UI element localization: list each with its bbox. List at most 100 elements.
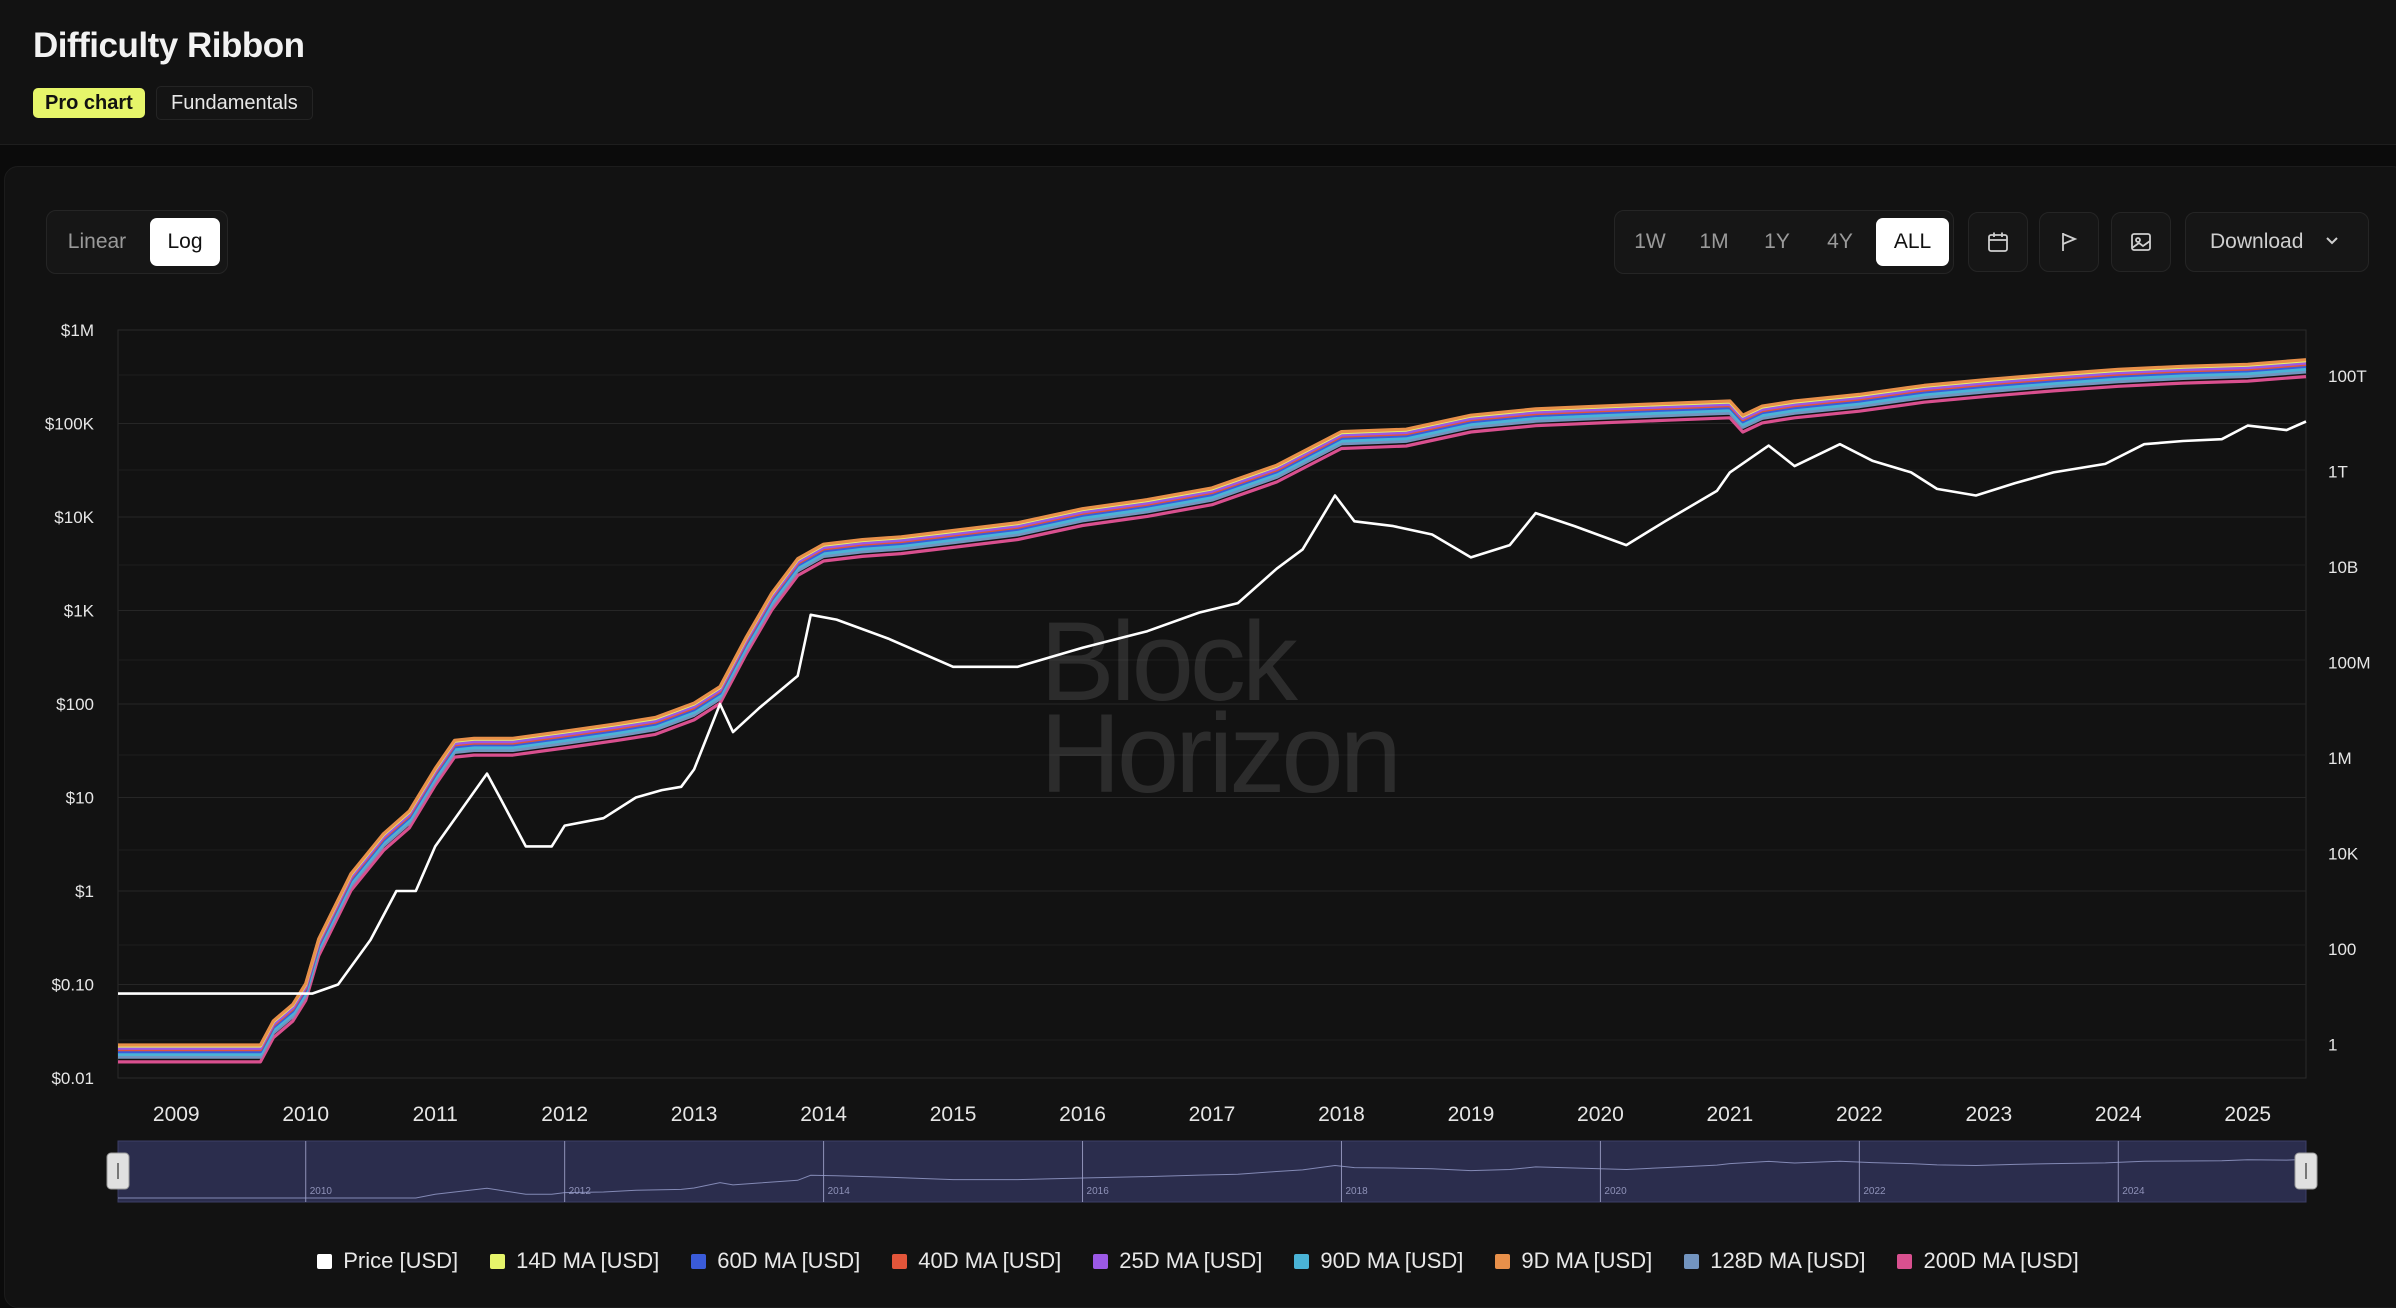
left-axis-tick-label: $1 — [75, 882, 94, 901]
navigator-tick-label: 2018 — [1345, 1186, 1368, 1197]
x-axis-tick-label: 2014 — [800, 1103, 847, 1126]
ribbon-line-128d — [118, 370, 2307, 1059]
right-axis-tick-label: 100 — [2328, 940, 2356, 959]
navigator-line — [118, 1158, 2307, 1199]
chart-legend: Price [USD] 14D MA [USD] 60D MA [USD] 40D M… — [0, 1248, 2396, 1274]
right-axis-tick-label: 10B — [2328, 558, 2358, 577]
legend-swatch — [1495, 1254, 1511, 1269]
x-axis-tick-label: 2019 — [1448, 1103, 1495, 1126]
left-axis-tick-label: $100K — [45, 415, 95, 434]
legend-swatch — [892, 1254, 908, 1269]
navigator-tick-label: 2020 — [1604, 1186, 1627, 1197]
scale-log-button[interactable]: Log — [150, 218, 220, 266]
left-axis-tick-label: $0.10 — [51, 976, 94, 995]
right-axis-tick-label: 10K — [2328, 845, 2359, 864]
chevron-down-icon — [2326, 237, 2338, 245]
navigator-tick-label: 2012 — [569, 1186, 592, 1197]
range-all-button[interactable]: ALL — [1876, 218, 1949, 266]
range-navigator — [117, 1140, 2307, 1203]
left-axis-tick-label: $10K — [54, 508, 94, 527]
navigator-tick-label: 2022 — [1863, 1186, 1886, 1197]
chart-panel — [4, 166, 2396, 1308]
range-4y-button[interactable]: 4Y — [1827, 230, 1853, 253]
legend-item[interactable]: 60D MA [USD] — [691, 1248, 860, 1274]
right-axis-tick-label: 1T — [2328, 463, 2348, 482]
ribbon-line-25d — [118, 361, 2307, 1050]
x-axis-tick-label: 2020 — [1577, 1103, 1624, 1126]
x-axis-tick-label: 2017 — [1189, 1103, 1236, 1126]
legend-swatch — [317, 1254, 333, 1269]
ribbon-line-90d — [118, 367, 2307, 1056]
x-axis-tick-label: 2009 — [153, 1103, 200, 1126]
pro-chart-tag: Pro chart — [33, 88, 145, 118]
x-axis-tick-label: 2015 — [930, 1103, 977, 1126]
scale-linear-button[interactable]: Linear — [67, 230, 127, 253]
legend-label: 60D MA [USD] — [717, 1248, 861, 1273]
x-axis-tick-label: 2013 — [671, 1103, 718, 1126]
flag-button[interactable] — [2039, 212, 2099, 272]
left-axis-tick-label: $1K — [64, 602, 95, 621]
range-1m-button[interactable]: 1M — [1699, 230, 1729, 253]
legend-swatch — [691, 1254, 707, 1269]
image-download-button[interactable] — [2111, 212, 2171, 272]
right-axis-tick-label: 100M — [2328, 654, 2371, 673]
legend-item[interactable]: 128D MA [USD] — [1684, 1248, 1865, 1274]
x-axis-tick-label: 2018 — [1318, 1103, 1365, 1126]
legend-item[interactable]: 25D MA [USD] — [1093, 1248, 1262, 1274]
ribbon-line-9d — [118, 358, 2307, 1047]
legend-item[interactable]: 40D MA [USD] — [892, 1248, 1061, 1274]
legend-label: 128D MA [USD] — [1710, 1248, 1866, 1273]
x-axis-tick-label: 2024 — [2095, 1103, 2142, 1126]
fundamentals-tag[interactable]: Fundamentals — [156, 86, 313, 120]
right-axis-tick-label: 1 — [2328, 1036, 2337, 1055]
navigator-tick-label: 2016 — [1087, 1186, 1110, 1197]
legend-label: 200D MA [USD] — [1923, 1248, 2079, 1273]
x-axis-tick-label: 2023 — [1965, 1103, 2012, 1126]
navigator-tick-label: 2010 — [310, 1186, 333, 1197]
navigator-tick-label: 2014 — [828, 1186, 851, 1197]
right-axis-tick-label: 1M — [2328, 749, 2352, 768]
legend-swatch — [490, 1254, 506, 1269]
scale-toggle: Linear Log — [46, 210, 228, 274]
watermark-text: Block — [1040, 599, 1299, 724]
download-button[interactable]: Download — [2185, 212, 2369, 272]
legend-swatch — [1093, 1254, 1109, 1269]
left-axis-tick-label: $10 — [66, 789, 94, 808]
page-header: Difficulty Ribbon Pro chart Fundamentals — [0, 0, 2396, 145]
legend-swatch — [1897, 1254, 1913, 1269]
left-axis-tick-label: $1M — [61, 321, 94, 340]
range-1w-button[interactable]: 1W — [1634, 230, 1666, 253]
legend-item[interactable]: 14D MA [USD] — [490, 1248, 659, 1274]
legend-label: 90D MA [USD] — [1320, 1248, 1464, 1273]
calendar-button[interactable] — [1968, 212, 2028, 272]
x-axis-tick-label: 2016 — [1059, 1103, 1106, 1126]
x-axis-tick-label: 2022 — [1836, 1103, 1883, 1126]
legend-label: 40D MA [USD] — [918, 1248, 1062, 1273]
page-title: Difficulty Ribbon — [33, 26, 305, 65]
watermark-text: Horizon — [1040, 691, 1398, 816]
legend-label: Price [USD] — [343, 1248, 459, 1273]
legend-item[interactable]: 90D MA [USD] — [1294, 1248, 1463, 1274]
ribbon-line-200d — [118, 375, 2307, 1064]
left-axis-tick-label: $0.01 — [51, 1069, 94, 1088]
legend-label: 14D MA [USD] — [516, 1248, 660, 1273]
x-axis-tick-label: 2025 — [2224, 1103, 2271, 1126]
range-1y-button[interactable]: 1Y — [1764, 230, 1790, 253]
legend-item[interactable]: Price [USD] — [317, 1248, 458, 1274]
legend-swatch — [1294, 1254, 1310, 1269]
x-axis-tick-label: 2012 — [541, 1103, 588, 1126]
left-axis-tick-label: $100 — [56, 695, 94, 714]
flag-icon — [2062, 233, 2078, 251]
legend-item[interactable]: 200D MA [USD] — [1897, 1248, 2079, 1274]
x-axis-tick-label: 2021 — [1707, 1103, 1754, 1126]
download-label: Download — [2210, 230, 2304, 253]
calendar-icon — [1988, 232, 2008, 252]
x-axis-tick-label: 2011 — [413, 1103, 458, 1126]
range-selector: 1W 1M 1Y 4Y ALL — [1614, 210, 1954, 274]
legend-label: 9D MA [USD] — [1521, 1248, 1653, 1273]
right-axis-tick-label: 100T — [2328, 367, 2367, 386]
legend-item[interactable]: 9D MA [USD] — [1495, 1248, 1652, 1274]
legend-label: 25D MA [USD] — [1119, 1248, 1263, 1273]
